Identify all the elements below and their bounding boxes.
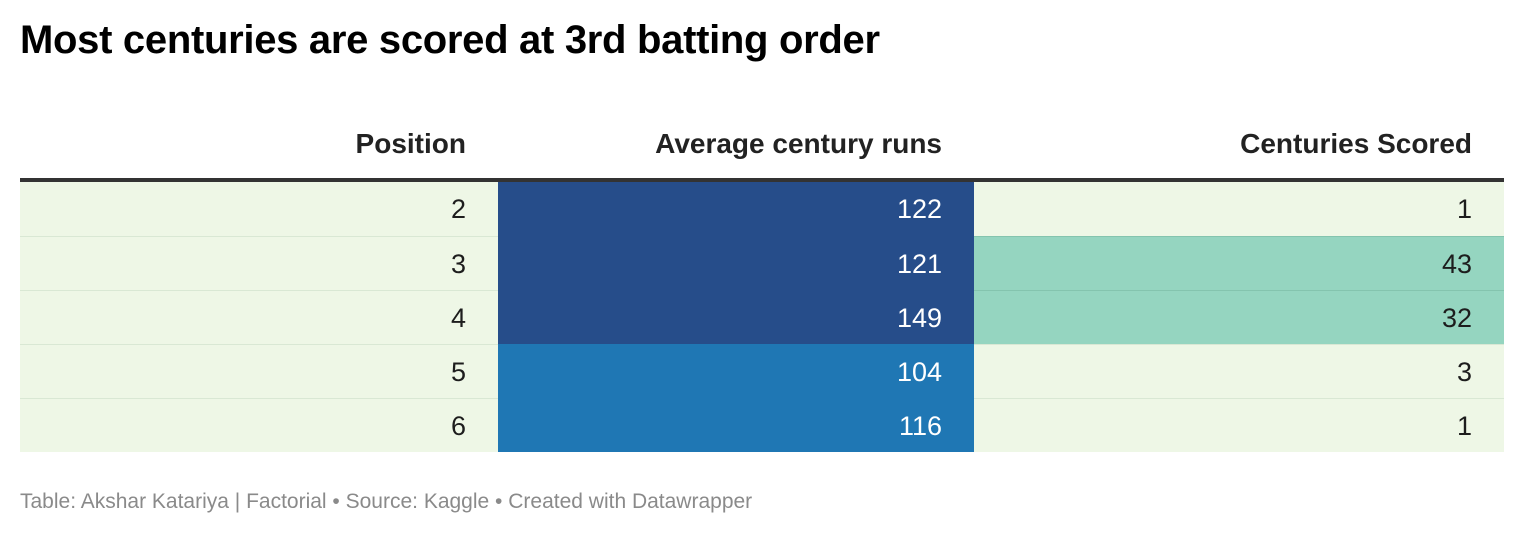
table-row: 4 149 32 bbox=[20, 290, 1504, 344]
column-header-centuries-scored[interactable]: Centuries Scored bbox=[1240, 128, 1472, 159]
avg-runs-cell: 104 bbox=[498, 344, 974, 398]
centuries-cell: 32 bbox=[974, 290, 1504, 344]
centuries-cell: 43 bbox=[974, 236, 1504, 290]
position-cell: 4 bbox=[20, 290, 498, 344]
column-header-position[interactable]: Position bbox=[355, 128, 466, 159]
table-row: 6 116 1 bbox=[20, 398, 1504, 452]
avg-runs-cell: 122 bbox=[498, 182, 974, 236]
chart-title: Most centuries are scored at 3rd batting… bbox=[20, 18, 880, 62]
table-header: Position Average century runs Centuries … bbox=[20, 120, 1504, 182]
avg-runs-cell: 121 bbox=[498, 236, 974, 290]
position-cell: 2 bbox=[20, 182, 498, 236]
centuries-cell: 3 bbox=[974, 344, 1504, 398]
table-row: 5 104 3 bbox=[20, 344, 1504, 398]
chart-footer: Table: Akshar Katariya | Factorial • Sou… bbox=[20, 490, 753, 513]
avg-runs-cell: 149 bbox=[498, 290, 974, 344]
avg-runs-cell: 116 bbox=[498, 398, 974, 452]
position-cell: 3 bbox=[20, 236, 498, 290]
table-row: 3 121 43 bbox=[20, 236, 1504, 290]
data-table: Position Average century runs Centuries … bbox=[20, 120, 1504, 452]
centuries-cell: 1 bbox=[974, 398, 1504, 452]
centuries-cell: 1 bbox=[974, 182, 1504, 236]
column-header-average-century-runs[interactable]: Average century runs bbox=[655, 128, 942, 159]
position-cell: 5 bbox=[20, 344, 498, 398]
table-row: 2 122 1 bbox=[20, 182, 1504, 236]
position-cell: 6 bbox=[20, 398, 498, 452]
